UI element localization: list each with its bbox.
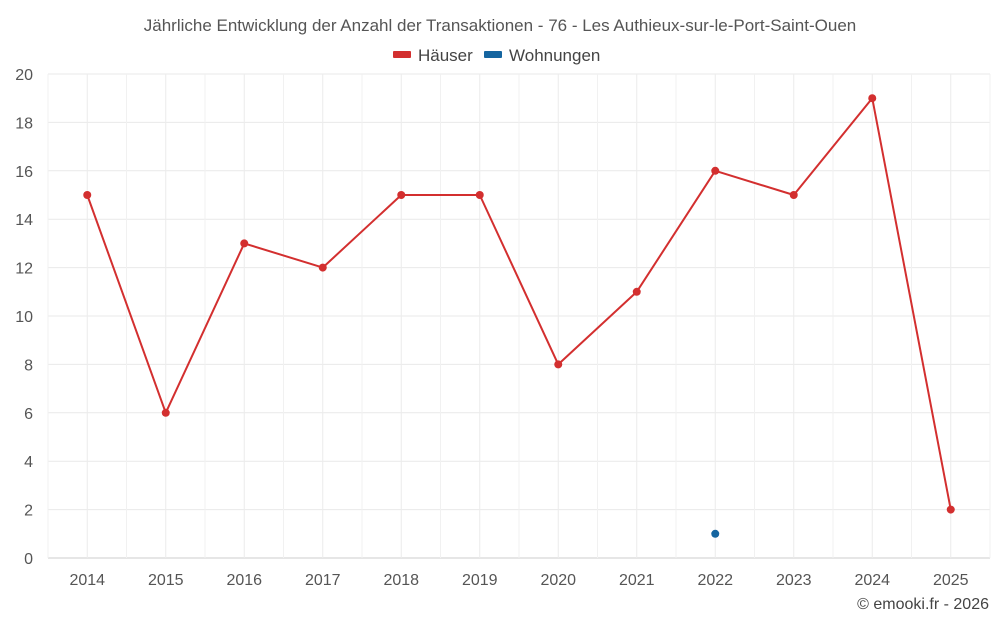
data-point-haeuser-2021[interactable] [632, 287, 641, 296]
x-tick-label: 2017 [305, 572, 341, 589]
legend-label-wohnungen[interactable]: Wohnungen [509, 46, 600, 65]
legend-swatch-haeuser [393, 51, 411, 58]
x-tick-label: 2019 [462, 572, 498, 589]
legend: Häuser Wohnungen [393, 46, 600, 65]
y-tick-label: 12 [15, 261, 33, 278]
y-tick-label: 8 [24, 357, 33, 374]
y-tick-label: 18 [15, 115, 33, 132]
y-tick-label: 14 [15, 212, 33, 229]
x-tick-label: 2022 [697, 572, 733, 589]
x-tick-label: 2024 [854, 572, 890, 589]
y-tick-label: 0 [24, 551, 33, 568]
data-point-haeuser-2019[interactable] [475, 191, 484, 199]
x-tick-label: 2014 [69, 572, 105, 589]
x-tick-label: 2015 [148, 572, 184, 589]
data-point-wohnungen-2022[interactable] [711, 529, 720, 538]
y-tick-label: 20 [15, 67, 33, 84]
x-tick-label: 2020 [540, 572, 576, 589]
data-point-haeuser-2018[interactable] [397, 191, 406, 199]
legend-label-haeuser[interactable]: Häuser [418, 46, 473, 65]
y-tick-label: 2 [24, 503, 33, 520]
credit-text: © emooki.fr - 2026 [857, 596, 989, 613]
x-tick-label: 2025 [933, 572, 969, 589]
data-point-haeuser-2022[interactable] [711, 166, 720, 175]
y-tick-label: 4 [24, 454, 33, 471]
data-point-haeuser-2020[interactable] [554, 360, 563, 369]
x-tick-label: 2021 [619, 572, 655, 589]
series-lines [86, 97, 952, 510]
x-tick-label: 2018 [383, 572, 419, 589]
legend-swatch-wohnungen [484, 51, 502, 58]
data-point-haeuser-2015[interactable] [161, 408, 170, 417]
data-point-haeuser-2024[interactable] [868, 94, 877, 103]
series-line-0 [86, 97, 952, 510]
data-point-haeuser-2014[interactable] [83, 191, 92, 199]
data-point-haeuser-2023[interactable] [789, 191, 798, 199]
x-tick-label: 2016 [226, 572, 262, 589]
y-tick-label: 16 [15, 164, 33, 181]
y-tick-label: 10 [15, 309, 33, 326]
data-point-haeuser-2017[interactable] [318, 263, 327, 272]
data-point-haeuser-2025[interactable] [946, 505, 955, 514]
grid [47, 73, 991, 559]
x-tick-label: 2023 [776, 572, 812, 589]
series-points [83, 94, 955, 538]
data-point-haeuser-2016[interactable] [240, 239, 249, 248]
y-axis: 0 2 4 6 8 10 12 14 16 18 20 [15, 67, 33, 568]
y-tick-label: 6 [24, 406, 33, 423]
chart-title: Jährliche Entwicklung der Anzahl der Tra… [144, 16, 856, 35]
x-axis: 2014 2015 2016 2017 2018 2019 2020 2021 2022 2023… [69, 572, 968, 589]
